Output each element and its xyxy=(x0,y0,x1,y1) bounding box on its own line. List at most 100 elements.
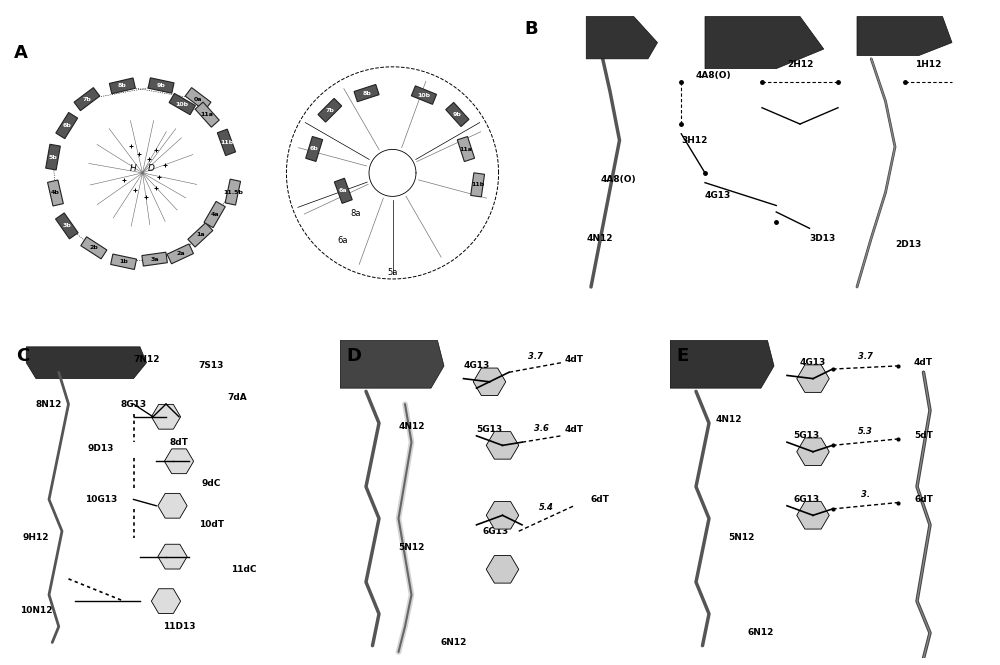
Text: 5.3: 5.3 xyxy=(858,427,872,436)
Text: E: E xyxy=(676,347,689,365)
Text: 6a: 6a xyxy=(337,235,347,245)
Polygon shape xyxy=(148,78,174,93)
Polygon shape xyxy=(473,368,506,396)
Text: 5b: 5b xyxy=(49,155,57,160)
Polygon shape xyxy=(225,179,241,205)
Polygon shape xyxy=(188,223,213,247)
Text: 4G13: 4G13 xyxy=(705,192,731,200)
Text: 3.7: 3.7 xyxy=(528,352,542,361)
Polygon shape xyxy=(411,86,437,104)
Polygon shape xyxy=(56,213,78,239)
Text: 9D13: 9D13 xyxy=(88,444,114,453)
Polygon shape xyxy=(56,112,78,138)
Polygon shape xyxy=(111,254,137,269)
Text: 3H12: 3H12 xyxy=(681,136,708,145)
Polygon shape xyxy=(705,17,824,68)
Polygon shape xyxy=(48,180,63,206)
Text: 4N12: 4N12 xyxy=(398,422,425,431)
Text: 8a: 8a xyxy=(350,209,361,217)
Polygon shape xyxy=(354,84,379,102)
Text: 5.4: 5.4 xyxy=(539,503,554,512)
Polygon shape xyxy=(217,129,236,156)
Polygon shape xyxy=(158,493,187,518)
Polygon shape xyxy=(446,102,469,126)
Text: 2a: 2a xyxy=(176,251,185,257)
Text: A: A xyxy=(14,44,28,63)
Text: 5dT: 5dT xyxy=(914,432,933,440)
Polygon shape xyxy=(486,555,519,583)
Polygon shape xyxy=(46,144,60,170)
Text: 11dC: 11dC xyxy=(231,565,257,574)
Polygon shape xyxy=(151,589,181,614)
Polygon shape xyxy=(151,404,181,429)
Text: 11a: 11a xyxy=(201,112,214,117)
Text: 11D13: 11D13 xyxy=(163,622,195,631)
Text: 10dT: 10dT xyxy=(199,520,224,529)
Text: 9H12: 9H12 xyxy=(23,533,49,542)
Text: 8N12: 8N12 xyxy=(36,400,62,408)
Text: 5a: 5a xyxy=(387,268,398,277)
Text: 2D13: 2D13 xyxy=(895,240,921,249)
Text: 6dT: 6dT xyxy=(914,495,933,504)
Text: 6N12: 6N12 xyxy=(748,628,774,638)
Polygon shape xyxy=(169,93,195,114)
Text: 9b: 9b xyxy=(157,83,165,88)
Text: 1H12: 1H12 xyxy=(915,60,941,68)
Text: 3.7: 3.7 xyxy=(858,352,872,361)
Text: 2H12: 2H12 xyxy=(787,60,813,68)
Polygon shape xyxy=(185,88,211,110)
Text: 4a: 4a xyxy=(210,212,219,217)
Text: 11a: 11a xyxy=(459,146,472,152)
Polygon shape xyxy=(109,78,135,94)
Text: 11b: 11b xyxy=(220,140,233,145)
Polygon shape xyxy=(471,173,485,197)
Text: 8b: 8b xyxy=(362,90,371,96)
Text: 6b: 6b xyxy=(310,146,319,152)
Text: 6a: 6a xyxy=(339,188,348,194)
Text: 1b: 1b xyxy=(119,259,128,264)
Text: 5G13: 5G13 xyxy=(476,425,503,434)
Polygon shape xyxy=(797,438,829,465)
Text: C: C xyxy=(16,347,30,365)
Polygon shape xyxy=(204,201,225,227)
Text: 4dT: 4dT xyxy=(914,358,933,367)
Text: 10b: 10b xyxy=(417,92,430,98)
Text: 4b: 4b xyxy=(51,190,60,196)
Text: 9b: 9b xyxy=(453,112,462,117)
Text: B: B xyxy=(524,20,538,38)
Text: 3D13: 3D13 xyxy=(810,233,836,243)
Polygon shape xyxy=(857,17,952,56)
Polygon shape xyxy=(26,347,146,378)
Text: 3b: 3b xyxy=(62,223,71,228)
Text: 7b: 7b xyxy=(83,96,91,102)
Polygon shape xyxy=(670,340,774,388)
Text: 6N12: 6N12 xyxy=(441,638,467,647)
Polygon shape xyxy=(306,136,323,162)
Polygon shape xyxy=(74,88,100,110)
Text: 0a: 0a xyxy=(194,96,202,102)
Polygon shape xyxy=(340,340,444,388)
Polygon shape xyxy=(797,365,829,392)
Text: 8dT: 8dT xyxy=(170,438,188,447)
Text: 3.6: 3.6 xyxy=(534,424,549,433)
Text: 3.: 3. xyxy=(861,490,870,499)
Text: 5N12: 5N12 xyxy=(728,533,755,542)
Text: 10G13: 10G13 xyxy=(85,495,117,504)
Text: 7S13: 7S13 xyxy=(199,361,224,370)
Polygon shape xyxy=(797,501,829,529)
Polygon shape xyxy=(142,252,167,266)
Text: 7dA: 7dA xyxy=(228,393,247,402)
Text: 1a: 1a xyxy=(196,233,205,237)
Text: 5N12: 5N12 xyxy=(398,543,425,551)
Text: 10N12: 10N12 xyxy=(20,606,52,615)
Text: 8G13: 8G13 xyxy=(120,400,147,408)
Text: 10b: 10b xyxy=(176,102,189,106)
Text: 6G13: 6G13 xyxy=(483,527,509,536)
Text: 2b: 2b xyxy=(89,245,98,250)
Text: 4A8(O): 4A8(O) xyxy=(696,70,731,80)
Polygon shape xyxy=(318,98,342,122)
Text: D: D xyxy=(148,164,155,173)
Polygon shape xyxy=(334,178,352,203)
Polygon shape xyxy=(457,136,475,162)
Polygon shape xyxy=(164,449,194,473)
